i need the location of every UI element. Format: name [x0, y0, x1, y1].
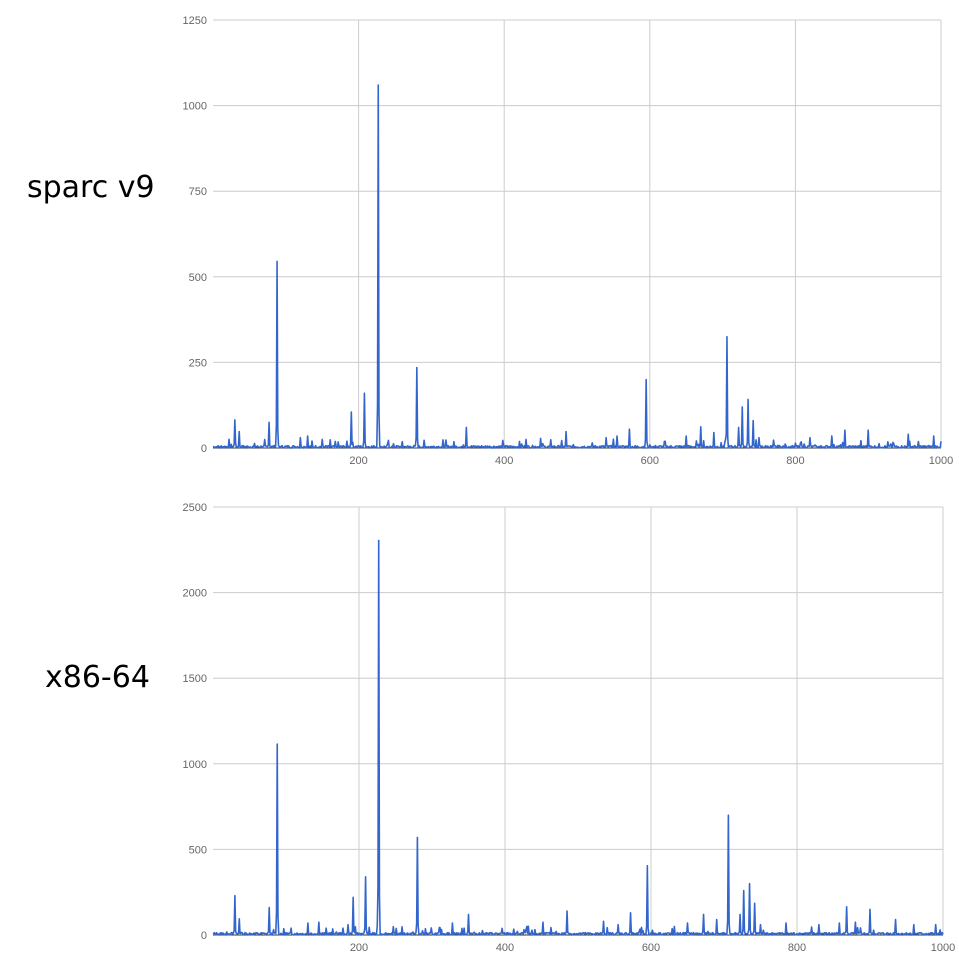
- y-tick-label: 0: [201, 443, 207, 455]
- x-tick-label: 400: [496, 942, 514, 954]
- series-line: [212, 539, 944, 936]
- y-tick-label: 1500: [183, 673, 207, 685]
- x-tick-label: 800: [788, 942, 806, 954]
- chart-x86-64: 0 500 1000 1500 2000 2500 200 400 600 800 1000: [183, 502, 956, 954]
- x-tick-label: 1000: [931, 942, 955, 954]
- x-tick-label: 600: [641, 455, 659, 467]
- chart-label-sparc-v9: sparc v9: [27, 170, 155, 205]
- x-tick-label: 200: [350, 942, 368, 954]
- y-tick-label: 1250: [183, 15, 207, 27]
- y-tick-label: 250: [189, 357, 207, 369]
- x-tick-label: 600: [642, 942, 660, 954]
- y-tick-label: 1000: [183, 101, 207, 113]
- y-tick-label: 500: [189, 272, 207, 284]
- y-tick-label: 2000: [183, 588, 207, 600]
- y-tick-label: 500: [189, 844, 207, 856]
- y-tick-label: 2500: [183, 502, 207, 514]
- x-tick-label: 200: [349, 455, 367, 467]
- y-tick-label: 1000: [183, 759, 207, 771]
- x-tick-label: 400: [495, 455, 513, 467]
- y-tick-label: 0: [201, 930, 207, 942]
- x-tick-label: 1000: [929, 455, 953, 467]
- chart-sparc-v9: 0 250 500 750 1000 1250 200 400 600 800 1000: [183, 15, 954, 467]
- x-tick-label: 800: [786, 455, 804, 467]
- y-tick-label: 750: [189, 186, 207, 198]
- chart-label-x86-64: x86-64: [45, 660, 150, 695]
- series-line: [212, 84, 942, 449]
